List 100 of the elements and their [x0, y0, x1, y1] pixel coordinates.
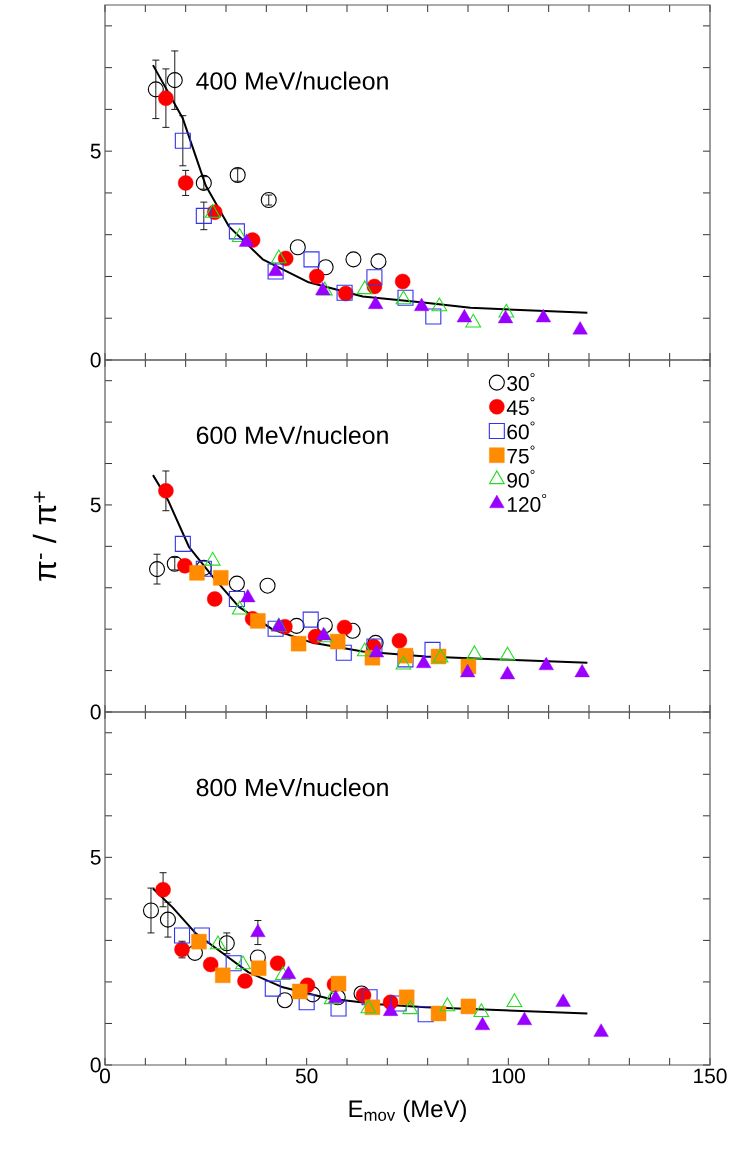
y-tick-label: 5 [90, 143, 101, 159]
point [298, 994, 315, 1011]
text: 400 MeV/nucleon [196, 71, 388, 90]
point [274, 966, 291, 981]
point [330, 975, 347, 992]
y-tick-label: 5 [90, 497, 101, 513]
point [498, 303, 515, 318]
point [159, 911, 176, 928]
point [259, 577, 276, 594]
point [330, 633, 346, 650]
point [195, 207, 212, 224]
point [218, 935, 235, 952]
point [391, 633, 408, 649]
x-tick-label: 150 [694, 1068, 727, 1084]
point [431, 297, 448, 312]
point [173, 927, 191, 944]
point [235, 955, 251, 970]
point [186, 944, 203, 961]
point [499, 646, 516, 661]
x-axis-title: E$_{mov}$ (MeV) [349, 1099, 466, 1123]
point [207, 591, 223, 607]
point [474, 1016, 491, 1030]
point [250, 960, 267, 976]
point [344, 622, 361, 639]
point [555, 993, 571, 1007]
point [280, 965, 297, 979]
point [414, 297, 430, 311]
point [231, 600, 248, 615]
point [370, 253, 387, 270]
point [425, 308, 442, 325]
point [535, 309, 551, 323]
point [303, 251, 320, 268]
point [229, 166, 246, 184]
point [316, 617, 333, 634]
y-tick-label: 0 [90, 352, 101, 368]
point [345, 251, 362, 268]
point [506, 993, 523, 1008]
point [574, 663, 590, 678]
legend-label: 60$^{°}$ [507, 421, 535, 440]
point [593, 1023, 609, 1037]
point [174, 941, 190, 958]
point [237, 973, 253, 989]
point [460, 998, 477, 1015]
point [360, 999, 377, 1014]
point [330, 1000, 347, 1017]
point [147, 81, 164, 98]
point [268, 262, 284, 276]
point [466, 645, 483, 660]
point [302, 611, 319, 628]
point [361, 989, 378, 1006]
point [189, 565, 205, 581]
point [177, 558, 193, 574]
point [240, 588, 256, 603]
point [394, 273, 411, 290]
point [174, 535, 191, 552]
legend-label: 75$^{°}$ [507, 445, 535, 464]
point [572, 321, 588, 335]
point [193, 927, 210, 944]
point [174, 132, 191, 149]
point [456, 309, 472, 323]
point [336, 619, 353, 636]
legend-label: 120$^{°}$ [507, 494, 547, 512]
point [250, 613, 266, 629]
point [191, 933, 207, 950]
point [276, 992, 293, 1009]
y-tick-label: 5 [90, 850, 101, 865]
point [158, 90, 174, 106]
point [270, 249, 287, 264]
point [166, 72, 183, 89]
point [228, 590, 245, 607]
y-tick-label: 0 [90, 1057, 101, 1073]
point [260, 191, 277, 209]
point [264, 980, 281, 997]
point [368, 295, 384, 309]
point [335, 644, 352, 661]
point [398, 989, 415, 1005]
point [395, 655, 412, 670]
point [430, 1005, 447, 1022]
point [304, 986, 321, 1003]
point [269, 955, 286, 971]
point [497, 309, 514, 324]
point [166, 555, 183, 572]
point [402, 1000, 419, 1015]
point [148, 561, 166, 578]
point [158, 483, 174, 499]
y-axis-title: π$^{-}$ / π$^{+}$ [32, 491, 57, 581]
point [356, 280, 373, 295]
point [516, 1011, 533, 1026]
point [177, 175, 194, 191]
legend-label: 30$^{°}$ [507, 372, 535, 391]
point [383, 1002, 399, 1016]
point [142, 902, 160, 919]
point [460, 663, 476, 678]
point [366, 269, 383, 286]
point [317, 259, 334, 276]
point [213, 570, 229, 586]
point [465, 313, 482, 328]
point [215, 967, 231, 983]
point [356, 642, 373, 657]
y-tick-label: 0 [90, 704, 101, 720]
